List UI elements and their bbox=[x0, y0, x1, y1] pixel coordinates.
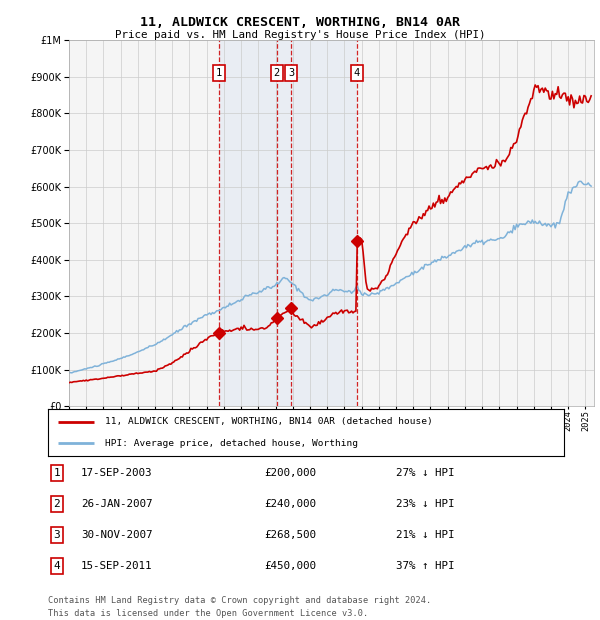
Text: £240,000: £240,000 bbox=[264, 499, 316, 509]
Text: 3: 3 bbox=[53, 530, 61, 540]
Text: 15-SEP-2011: 15-SEP-2011 bbox=[81, 561, 152, 571]
Text: 2: 2 bbox=[53, 499, 61, 509]
Text: 27% ↓ HPI: 27% ↓ HPI bbox=[396, 468, 455, 478]
Text: 1: 1 bbox=[216, 68, 222, 78]
Text: 30-NOV-2007: 30-NOV-2007 bbox=[81, 530, 152, 540]
Text: Price paid vs. HM Land Registry's House Price Index (HPI): Price paid vs. HM Land Registry's House … bbox=[115, 30, 485, 40]
Text: 2: 2 bbox=[274, 68, 280, 78]
Text: Contains HM Land Registry data © Crown copyright and database right 2024.: Contains HM Land Registry data © Crown c… bbox=[48, 596, 431, 606]
Text: 11, ALDWICK CRESCENT, WORTHING, BN14 0AR (detached house): 11, ALDWICK CRESCENT, WORTHING, BN14 0AR… bbox=[105, 417, 433, 427]
Text: £200,000: £200,000 bbox=[264, 468, 316, 478]
Bar bbox=[219, 40, 292, 406]
Text: 37% ↑ HPI: 37% ↑ HPI bbox=[396, 561, 455, 571]
Text: £450,000: £450,000 bbox=[264, 561, 316, 571]
Text: 3: 3 bbox=[288, 68, 295, 78]
Text: 1: 1 bbox=[53, 468, 61, 478]
Text: This data is licensed under the Open Government Licence v3.0.: This data is licensed under the Open Gov… bbox=[48, 609, 368, 618]
Text: 26-JAN-2007: 26-JAN-2007 bbox=[81, 499, 152, 509]
Text: 4: 4 bbox=[353, 68, 360, 78]
Text: 21% ↓ HPI: 21% ↓ HPI bbox=[396, 530, 455, 540]
Text: 23% ↓ HPI: 23% ↓ HPI bbox=[396, 499, 455, 509]
Text: £268,500: £268,500 bbox=[264, 530, 316, 540]
Text: 11, ALDWICK CRESCENT, WORTHING, BN14 0AR: 11, ALDWICK CRESCENT, WORTHING, BN14 0AR bbox=[140, 16, 460, 29]
Text: 4: 4 bbox=[53, 561, 61, 571]
Text: 17-SEP-2003: 17-SEP-2003 bbox=[81, 468, 152, 478]
Bar bbox=[292, 40, 356, 406]
Text: HPI: Average price, detached house, Worthing: HPI: Average price, detached house, Wort… bbox=[105, 438, 358, 448]
